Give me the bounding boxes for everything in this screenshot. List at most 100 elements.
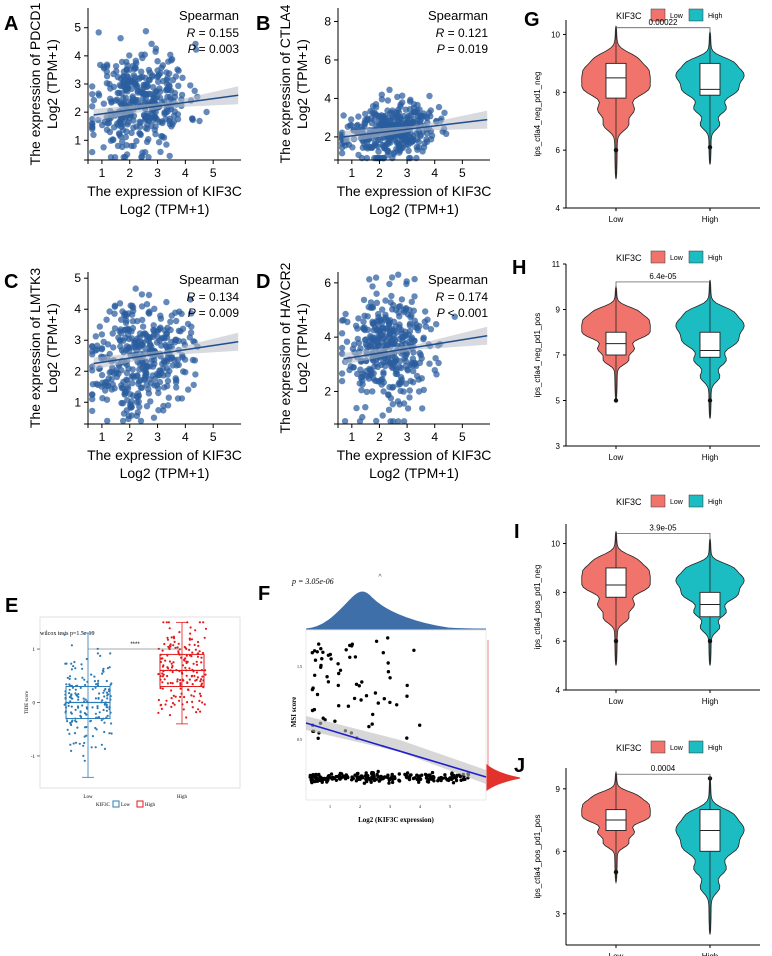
scatter-point	[391, 362, 398, 370]
violin-box	[699, 331, 721, 358]
msi-point	[360, 680, 364, 684]
jitter-point	[157, 711, 160, 715]
jitter-point	[179, 683, 182, 687]
x-tick-label: 5	[449, 804, 451, 809]
violin-outlier	[707, 145, 713, 150]
scatter-point	[367, 334, 375, 341]
jitter-point	[203, 636, 206, 639]
msi-point	[403, 772, 407, 777]
scatter-point	[365, 375, 373, 382]
regression-line	[93, 341, 239, 365]
scatter-point	[169, 76, 177, 84]
scatter-point	[145, 390, 153, 397]
msi-point	[381, 651, 385, 655]
scatter-point	[357, 374, 365, 382]
scatter-point	[362, 404, 369, 411]
scatter-point	[173, 384, 180, 391]
scatter-point	[375, 148, 382, 155]
msi-point	[356, 771, 360, 776]
msi-point	[310, 687, 315, 692]
jitter-point	[102, 708, 105, 712]
msi-point	[363, 774, 367, 778]
jitter-point	[176, 680, 179, 683]
scatter-point	[190, 338, 197, 345]
jitter-point	[106, 706, 109, 709]
scatter-point	[390, 302, 397, 309]
scatter-point	[363, 388, 370, 396]
jitter-point	[185, 661, 188, 665]
y-tick-label: 2	[74, 364, 81, 378]
jitter-point	[71, 719, 74, 722]
x-axis-title-2: Log2 (TPM+1)	[120, 465, 210, 481]
msi-point	[448, 776, 452, 781]
scatter-point	[354, 370, 361, 378]
panel-letter: I	[514, 521, 520, 543]
scatter-point	[382, 297, 389, 304]
stat-p: P = 0.009	[188, 306, 240, 320]
scatter-point	[342, 310, 349, 318]
significance-bracket	[615, 27, 711, 33]
jitter-point	[71, 686, 74, 689]
scatter-point	[179, 325, 187, 332]
jitter-point	[68, 732, 71, 736]
msi-point	[439, 778, 443, 783]
jitter-point	[91, 706, 94, 709]
significance-bracket	[615, 773, 711, 780]
scatter-point	[108, 376, 115, 383]
scatter-point	[165, 394, 172, 401]
scatter-point	[173, 362, 180, 369]
scatter-point	[174, 395, 182, 402]
scatter-point	[112, 62, 120, 70]
legend-label-high: High	[708, 499, 723, 506]
x-tick-label: Low	[609, 697, 624, 706]
jitter-point	[74, 688, 77, 691]
y-tick-label: 4	[556, 686, 561, 695]
scatter-panel-c: C 1 2 3 4 5 1 2 3 4 5 Spearman R = 0.134 P = 0.009 The…	[4, 268, 242, 481]
jitter-point	[79, 714, 82, 717]
x-tick-label: 5	[459, 166, 466, 180]
msi-point	[405, 736, 409, 740]
x-tick-label: 5	[210, 430, 217, 444]
x-tick-label: 3	[154, 430, 161, 444]
scatter-point	[167, 326, 174, 334]
msi-point	[405, 775, 410, 780]
scatter-point	[353, 122, 361, 130]
scatter-point	[411, 275, 418, 283]
scatter-point	[122, 115, 129, 122]
scatter-point	[133, 393, 141, 400]
jitter-point	[98, 711, 101, 714]
jitter-point	[68, 683, 71, 686]
jitter-point	[81, 676, 84, 679]
panel-letter: C	[4, 271, 18, 293]
scatter-point	[153, 94, 161, 101]
scatter-point	[396, 335, 403, 343]
x-tick-label: 2	[126, 166, 133, 180]
scatter-point	[411, 361, 418, 368]
scatter-point	[89, 103, 96, 110]
stat-title: Spearman	[428, 272, 488, 287]
scatter-point	[111, 154, 119, 161]
jitter-point	[75, 693, 78, 696]
scatter-point	[132, 64, 139, 71]
scatter-point	[118, 316, 125, 323]
jitter-point	[68, 688, 71, 691]
msi-point	[359, 698, 363, 702]
scatter-point	[122, 388, 130, 395]
y-tick-label: 3	[74, 333, 81, 347]
jitter-point	[200, 661, 203, 664]
scatter-point	[414, 146, 421, 153]
scatter-point	[156, 378, 164, 386]
msi-point	[319, 647, 323, 651]
jitter-point	[108, 732, 111, 735]
scatter-point	[138, 68, 145, 75]
msi-point	[344, 648, 348, 652]
scatter-point	[384, 147, 391, 155]
scatter-point	[89, 407, 96, 415]
scatter-point	[159, 133, 166, 140]
scatter-point	[106, 308, 113, 315]
scatter-point	[129, 318, 137, 325]
legend-label-low: Low	[670, 499, 684, 506]
jitter-point	[82, 744, 85, 747]
jitter-point	[77, 693, 80, 696]
msi-point	[364, 694, 369, 698]
